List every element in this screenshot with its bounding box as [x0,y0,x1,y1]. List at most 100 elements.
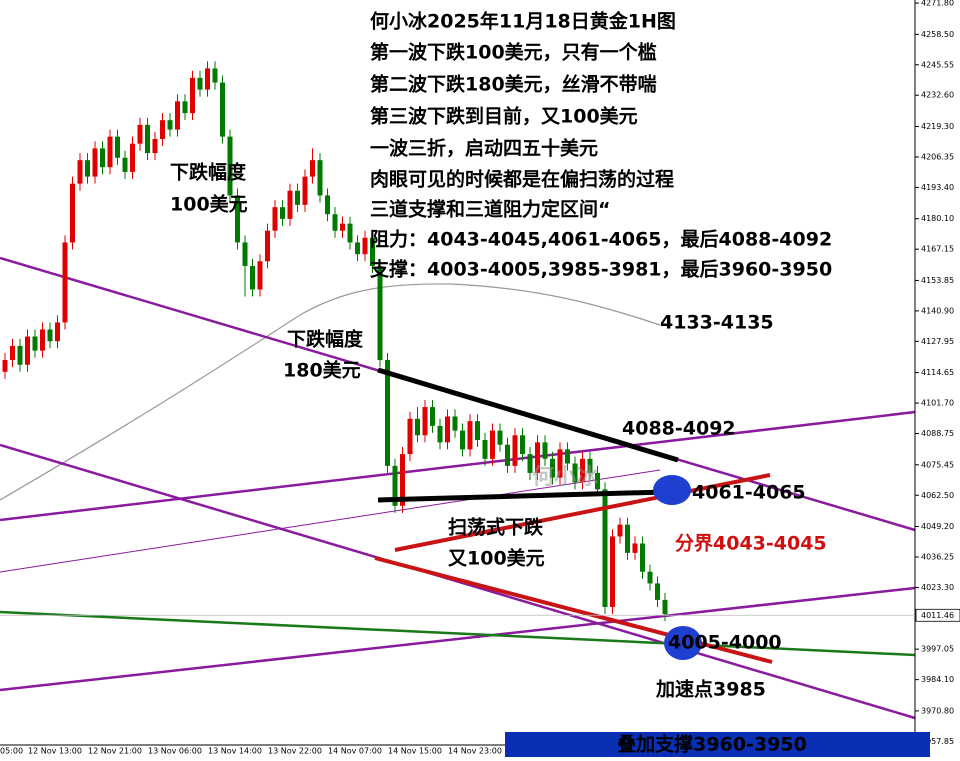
x-tick-label: 05:00 [0,747,23,756]
candle-body [527,454,533,473]
candle-body [2,360,8,372]
candle-body [92,148,98,177]
candle-body [272,207,278,231]
note: 三道支撑和三道阻力定区间“ [370,198,611,221]
candle-body [557,449,563,478]
y-tick-label: 4245.55 [921,60,954,69]
candle-body [107,136,113,168]
x-tick-label: 14 Nov 23:00 [448,747,502,756]
candle-body [182,101,188,114]
x-tick-label: 14 Nov 07:00 [328,747,382,756]
title: 何小冰2025年11月18日黄金1H图 [370,10,676,33]
annotation: 4061-4065 [692,482,806,504]
resistance-line [377,367,679,463]
candle-body [317,160,323,196]
trend-line [0,410,916,522]
annotation: 又100美元 [448,547,545,570]
candle-body [482,439,488,459]
y-tick-label: 4258.50 [921,30,954,39]
x-tick-label: 13 Nov 22:00 [268,747,322,756]
candle-body [400,454,405,506]
annotation: 分界4043-4045 [675,533,827,555]
candle-body [212,68,218,83]
candle-body [190,77,195,114]
candle-body [242,242,248,266]
candle-body [452,416,458,431]
trend-line [0,469,661,573]
channel-line [394,473,771,552]
moving-average [0,283,661,501]
candle-body [152,138,158,154]
candle-body [647,571,653,584]
candle-body [167,120,173,130]
candle-body [595,472,600,490]
y-tick-label: 4206.35 [921,152,954,161]
x-tick-label: 12 Nov 13:00 [28,747,82,756]
current-price-box [915,608,960,622]
candle-body [205,68,210,90]
annotation: 4133-4135 [660,312,774,334]
candle-body [100,148,105,168]
candle-body [235,195,240,243]
candle-body [197,77,203,90]
price-axis-bg [915,0,960,757]
y-tick-label: 4023.30 [921,583,954,592]
annotation: 4005-4000 [668,632,782,654]
candle-body [505,444,510,466]
trend-line [0,610,916,657]
candle-body [257,261,263,290]
candle-body [10,345,15,361]
candle-body [475,421,480,440]
candle-body [355,242,360,255]
y-tick-label: 3984.10 [921,675,954,684]
candle-body [655,583,660,600]
candle-body [572,463,578,483]
y-tick-label: 3970.80 [921,706,954,715]
note: 第一波下跌100美元，只有一个槛 [370,41,657,64]
annotation: 加速点3985 [655,678,766,701]
candle-body [490,430,495,459]
marker [653,475,691,505]
note: 第三波下跌到目前，又100美元 [370,105,638,128]
candle-body [310,160,315,177]
note: 第二波下跌180美元，丝滑不带喘 [370,73,657,96]
candle-body [115,136,120,158]
candle-body [77,160,83,184]
candle-body [467,421,473,450]
drawings [374,367,773,664]
candle-body [145,124,150,154]
candle-body [32,336,38,351]
candle-body [362,237,368,255]
candles [2,61,668,622]
candle-body [265,230,270,262]
candle-body [662,599,668,615]
candle-body [437,425,443,443]
y-tick-label: 4271.80 [921,0,954,8]
annotation: 叠加支撑3960-3950 [617,733,807,756]
annotations: 何小冰2025年11月18日黄金1H图 第一波下跌100美元，只有一个槛 第二波… [170,10,832,701]
y-tick-label: 4114.65 [921,368,954,377]
annotation: 180美元 [283,359,361,382]
candle-body [632,543,638,553]
candle-body [407,418,413,455]
candle-body [610,536,615,607]
y-tick-label: 4219.30 [921,122,954,131]
channel-line [374,556,773,664]
y-tick-label: 4062.50 [921,491,954,500]
candle-body [325,195,330,215]
y-tick-label: 4075.45 [921,460,954,469]
candle-body [550,458,555,478]
candle-body [280,207,285,219]
current-price-label: 4011.46 [921,611,954,620]
candle-body [62,242,68,323]
y-tick-label: 4180.10 [921,214,954,223]
y-tick-label: 4088.75 [921,429,954,438]
note: 支撑：4003-4005,3985-3981，最后3960-3950 [369,258,832,281]
note: 一波三折，启动四五十美元 [370,137,598,160]
candle-body [25,336,30,365]
candle-body [70,183,75,243]
candle-body [85,160,90,177]
y-tick-label: 4153.85 [921,276,954,285]
candle-body [497,430,503,445]
y-tick-label: 4101.70 [921,399,954,408]
